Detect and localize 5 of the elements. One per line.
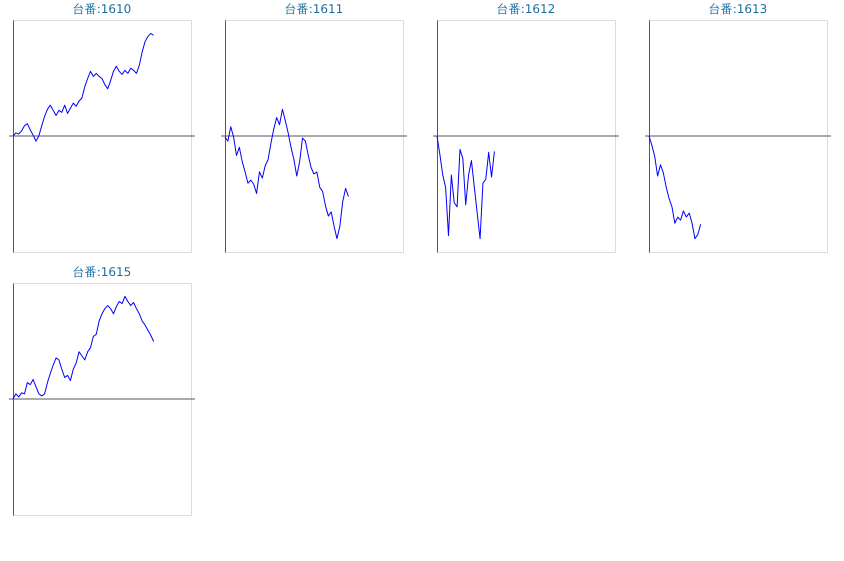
chart-title: 台番:1612 xyxy=(496,2,556,16)
chart-title: 台番:1613 xyxy=(708,2,768,16)
chart-title: 台番:1611 xyxy=(284,2,344,16)
chart-title: 台番:1615 xyxy=(72,265,132,279)
chart-title: 台番:1610 xyxy=(72,2,132,16)
